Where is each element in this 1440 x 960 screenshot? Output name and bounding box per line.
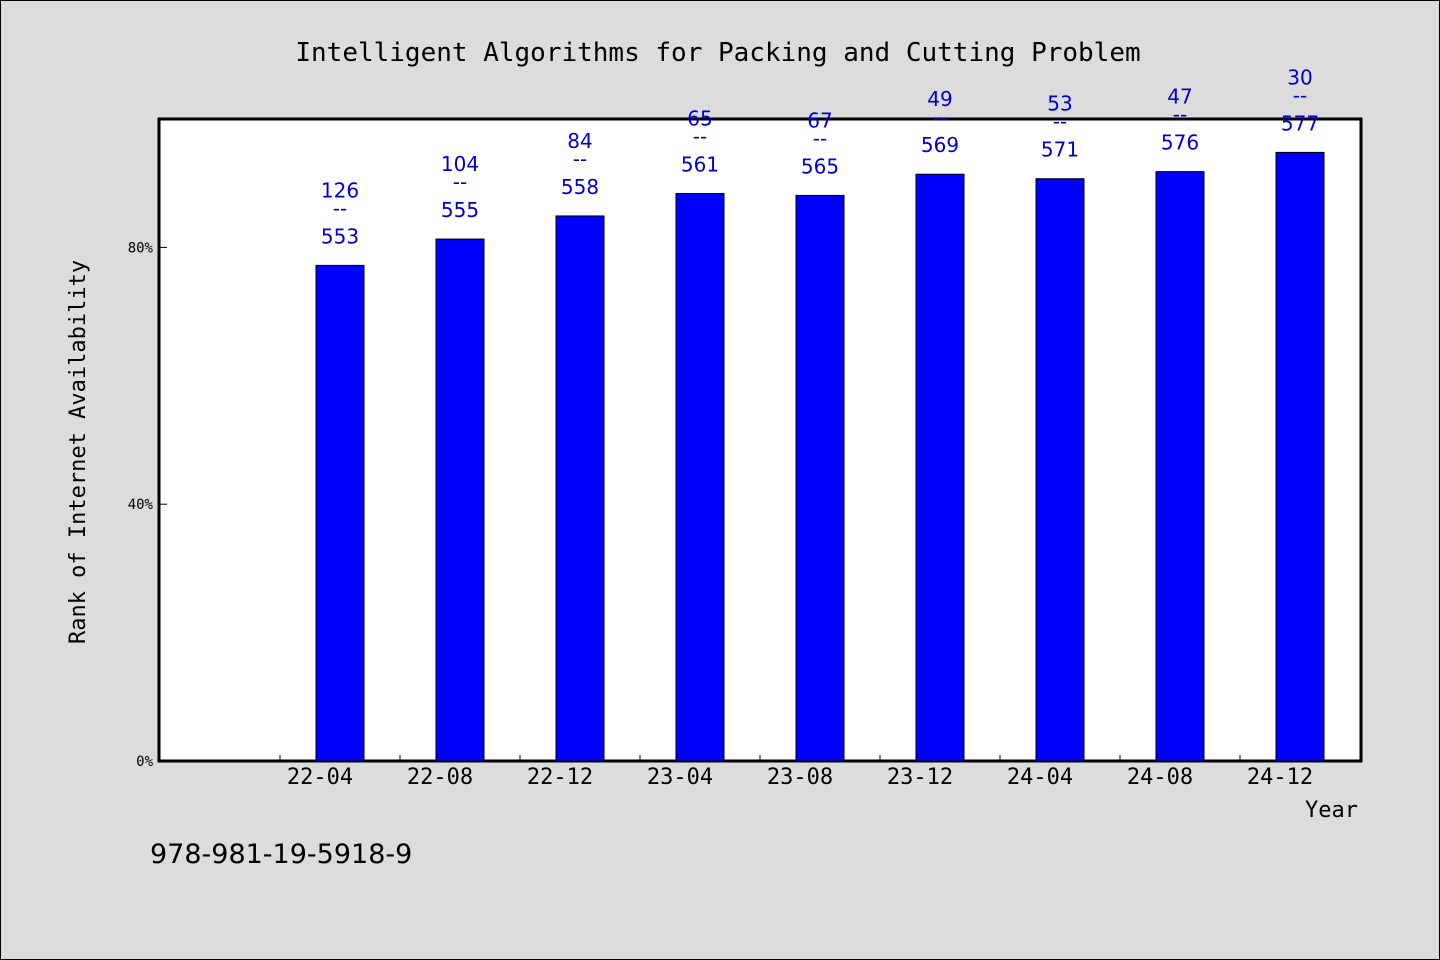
x-tick-label-23-12: 23-12 bbox=[887, 765, 953, 790]
data-label-top-24-12: 30 bbox=[1287, 65, 1312, 89]
y-tick-label: 0% bbox=[136, 754, 153, 770]
data-label-sep-22-12: -- bbox=[573, 147, 587, 171]
data-label-sep-23-08: -- bbox=[813, 126, 827, 150]
data-labels-group: 126--553104--55584--55865--56167--56549-… bbox=[321, 65, 1319, 248]
data-label-top-23-04: 65 bbox=[687, 106, 712, 130]
bar-22-04 bbox=[315, 264, 365, 762]
x-tick-label-22-04: 22-04 bbox=[287, 765, 353, 790]
y-axis-label: Rank of Internet Availability bbox=[66, 260, 91, 644]
x-tick-label-24-12: 24-12 bbox=[1247, 765, 1313, 790]
data-label-bottom-24-04: 571 bbox=[1041, 138, 1079, 162]
x-axis-label: Year bbox=[1305, 798, 1358, 823]
data-label-bottom-22-04: 553 bbox=[321, 224, 359, 248]
isbn-text: 978-981-19-5918-9 bbox=[150, 839, 412, 870]
data-label-top-24-04: 53 bbox=[1047, 92, 1072, 116]
bars-group bbox=[315, 151, 1325, 762]
data-label-top-23-12: 49 bbox=[927, 87, 952, 111]
x-tick-label-24-04: 24-04 bbox=[1007, 765, 1073, 790]
bar-24-04 bbox=[1035, 178, 1085, 762]
data-label-top-22-04: 126 bbox=[321, 178, 359, 202]
data-label-top-22-08: 104 bbox=[441, 152, 479, 176]
data-label-bottom-22-08: 555 bbox=[441, 198, 479, 222]
data-label-sep-24-08: -- bbox=[1173, 103, 1187, 127]
data-label-bottom-23-12: 569 bbox=[921, 133, 959, 157]
data-label-bottom-24-08: 576 bbox=[1161, 131, 1199, 155]
bar-22-08 bbox=[435, 238, 485, 762]
data-label-bottom-22-12: 558 bbox=[561, 175, 599, 199]
data-label-sep-23-04: -- bbox=[693, 124, 707, 148]
y-tick-label: 80% bbox=[128, 240, 154, 256]
y-tick-label: 40% bbox=[128, 497, 154, 513]
x-tick-label-23-04: 23-04 bbox=[647, 765, 713, 790]
data-label-top-23-08: 67 bbox=[807, 108, 832, 132]
bar-22-12 bbox=[555, 215, 605, 762]
bar-23-04 bbox=[675, 192, 725, 762]
x-axis-ticks: 22-04 22-08 22-12 23-04 23-08 23-12 24-04 24-08… bbox=[279, 755, 1313, 790]
x-tick-label-22-08: 22-08 bbox=[407, 765, 473, 790]
data-label-sep-22-04: -- bbox=[333, 196, 347, 220]
data-label-top-22-12: 84 bbox=[567, 129, 592, 153]
data-label-sep-24-04: -- bbox=[1053, 110, 1067, 134]
chart-title: Intelligent Algorithms for Packing and C… bbox=[295, 38, 1140, 68]
x-tick-label-22-12: 22-12 bbox=[527, 765, 593, 790]
x-tick-label-23-08: 23-08 bbox=[767, 765, 833, 790]
bar-23-12 bbox=[915, 173, 965, 762]
data-label-top-24-08: 47 bbox=[1167, 85, 1192, 109]
data-label-sep-23-12: -- bbox=[933, 105, 947, 129]
data-label-sep-24-12: -- bbox=[1293, 83, 1307, 107]
data-label-bottom-23-08: 565 bbox=[801, 154, 839, 178]
y-axis-ticks: 0% 40% 80% bbox=[128, 240, 167, 770]
data-label-bottom-24-12: 577 bbox=[1281, 111, 1319, 135]
bar-24-08 bbox=[1155, 171, 1205, 762]
data-label-sep-22-08: -- bbox=[453, 170, 467, 194]
bar-24-12 bbox=[1275, 151, 1325, 762]
data-label-bottom-23-04: 561 bbox=[681, 152, 719, 176]
x-tick-label-24-08: 24-08 bbox=[1127, 765, 1193, 790]
bar-23-08 bbox=[795, 194, 845, 762]
